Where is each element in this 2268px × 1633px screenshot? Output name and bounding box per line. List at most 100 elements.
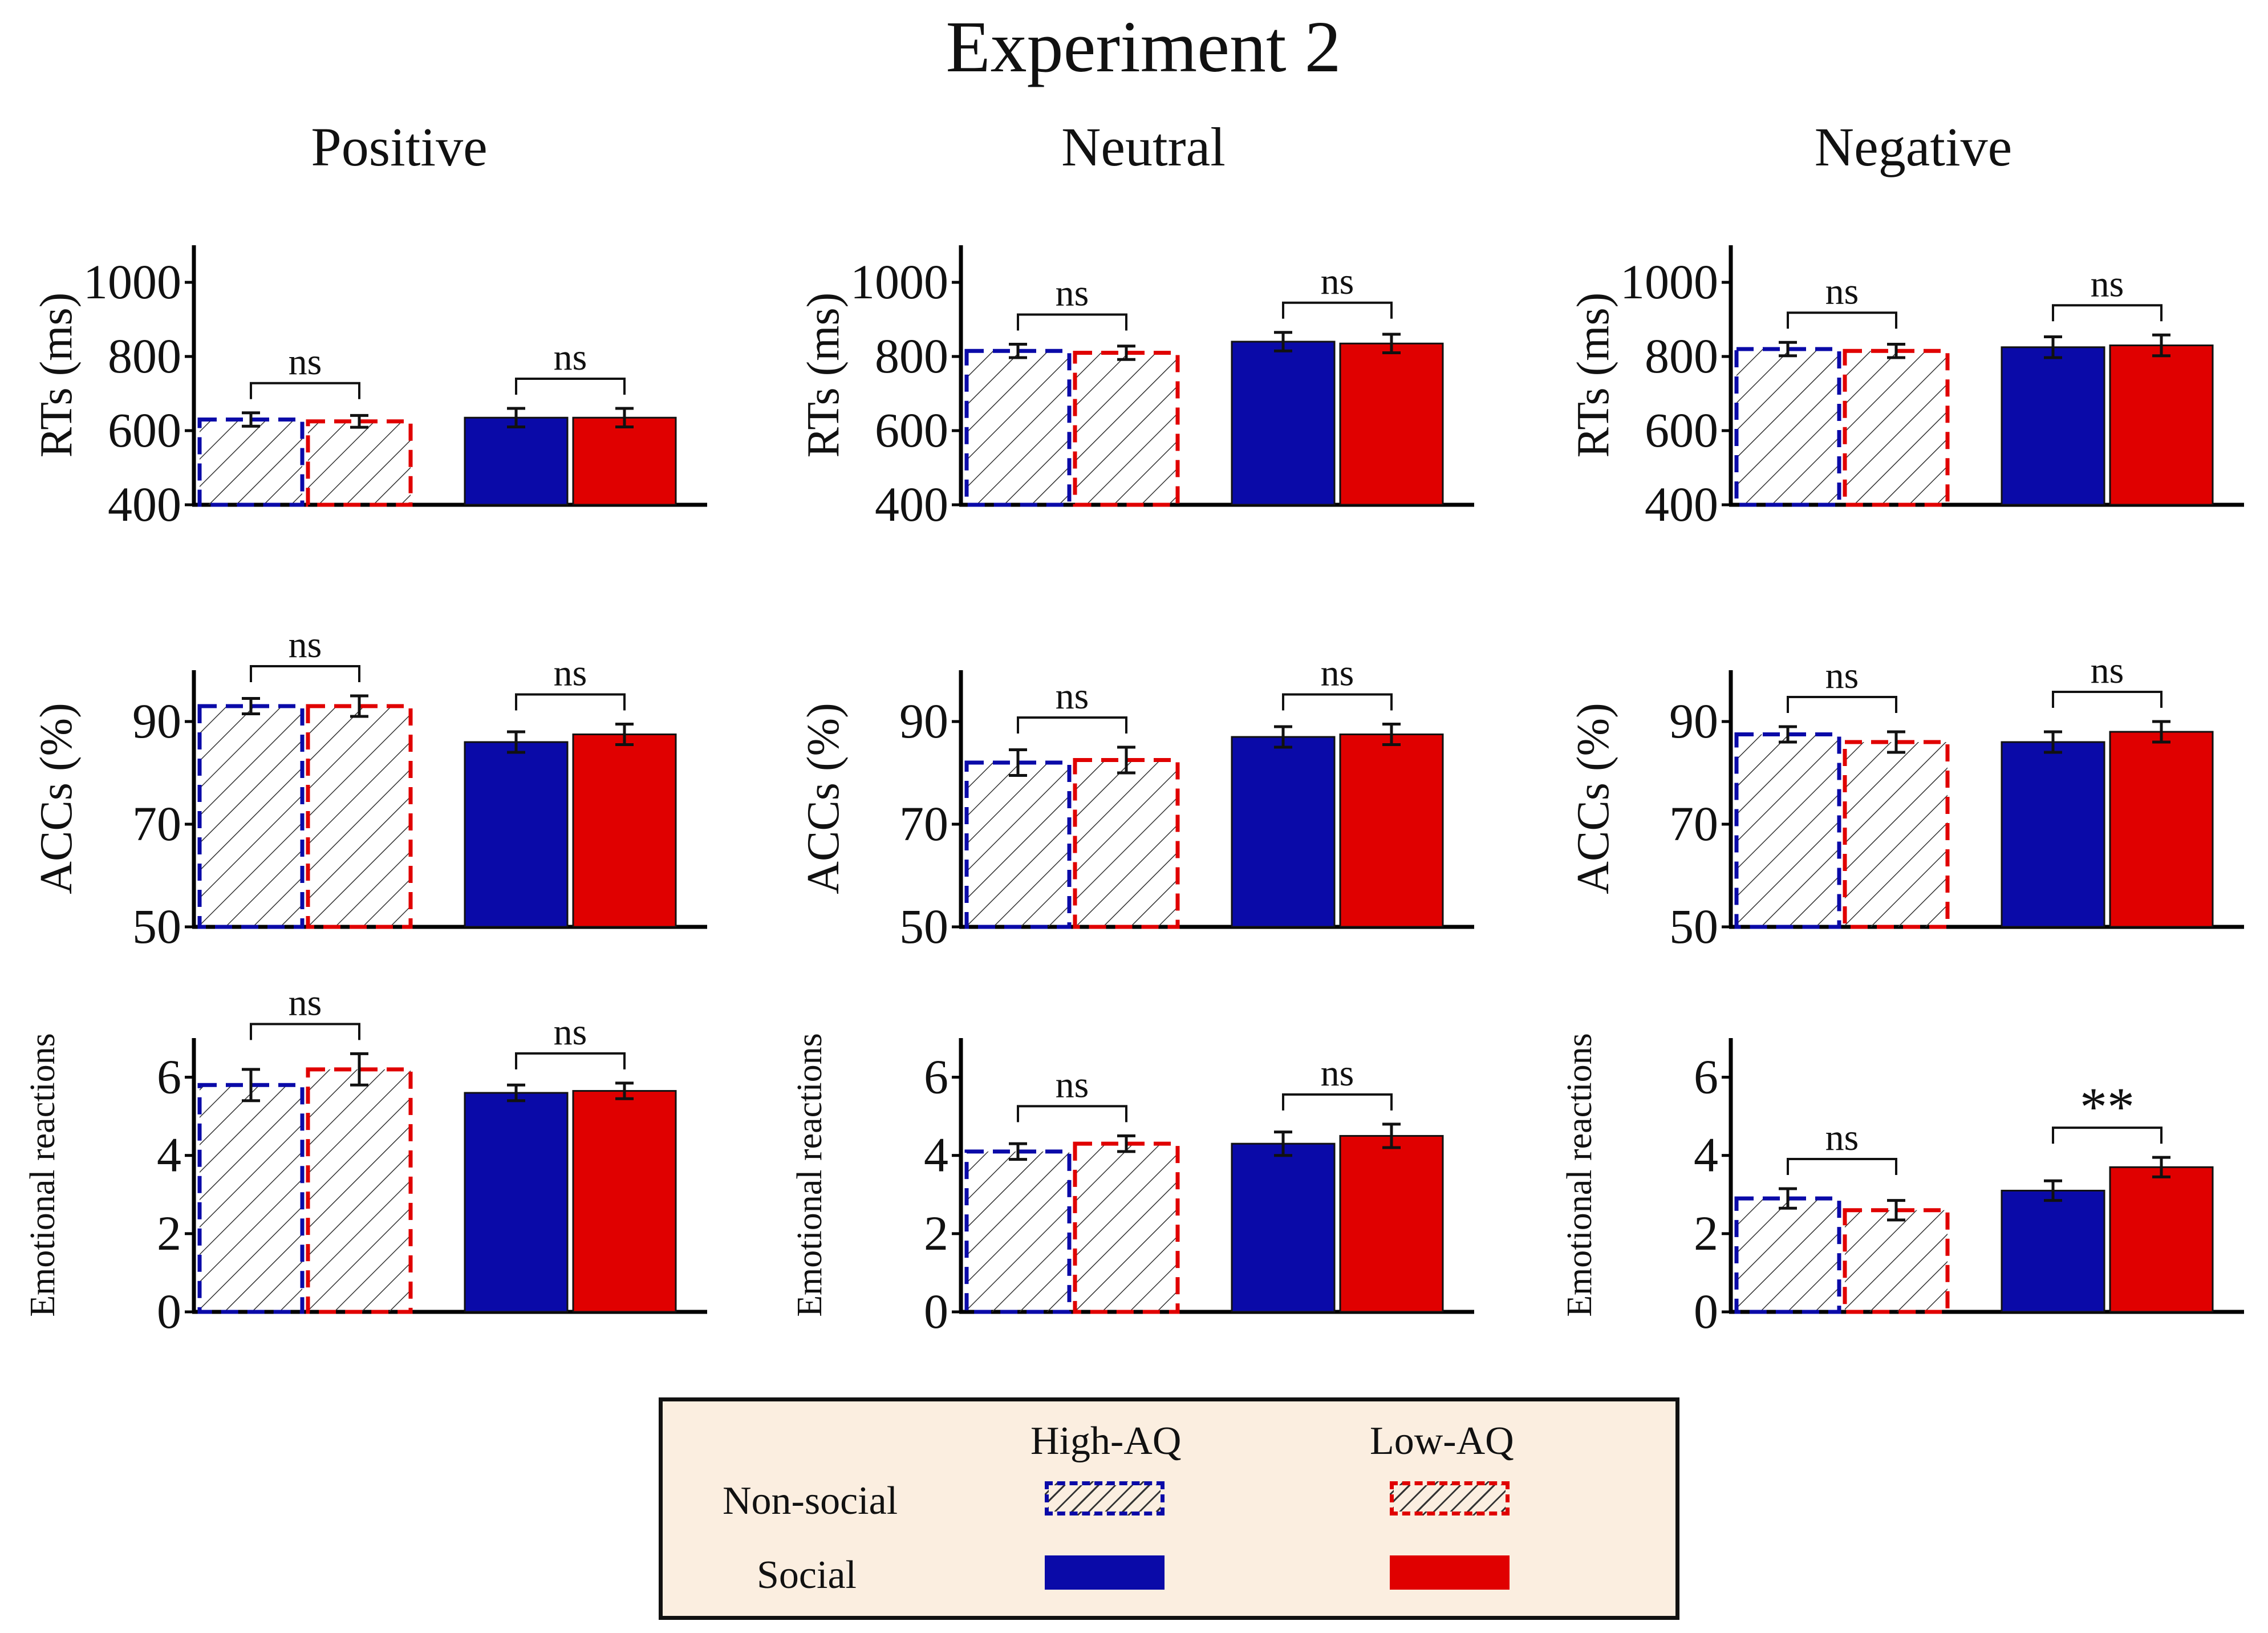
significance-bracket: ns: [1017, 273, 1127, 331]
error-bar: [507, 1083, 525, 1103]
significance-bracket: ns: [1787, 270, 1897, 329]
bar-nonsocial-high-aq: [1734, 1196, 1841, 1314]
significance-label: ns: [289, 341, 322, 383]
error-bar: [1382, 333, 1401, 354]
bar-social-low-aq: [1339, 1134, 1444, 1313]
y-tick-label: 6: [1694, 1050, 1718, 1104]
bar-nonsocial-low-aq: [306, 419, 413, 507]
bar-social-high-aq: [2001, 346, 2105, 506]
error-bar: [1887, 343, 1905, 359]
legend-row-non-social: Non-social: [723, 1479, 898, 1523]
error-bar: [1009, 343, 1027, 359]
error-bar: [350, 414, 368, 429]
error-bar: [1274, 725, 1292, 749]
y-axis-label: ACCs (%): [1568, 703, 1618, 894]
error-bar: [2044, 1179, 2062, 1202]
y-tick-label: 600: [108, 403, 181, 457]
bar-social-high-aq: [1231, 341, 1336, 506]
y-tick-label: 70: [1669, 796, 1718, 851]
bar-social-low-aq: [572, 416, 677, 506]
legend-row-social: Social: [757, 1553, 857, 1597]
y-tick-label: 600: [1645, 403, 1718, 457]
significance-bracket: ns: [1282, 1052, 1393, 1111]
y-tick-label: 90: [132, 694, 181, 748]
bar-nonsocial-low-aq: [1073, 1141, 1180, 1314]
y-tick-label: 90: [1669, 694, 1718, 748]
significance-label: ns: [1321, 653, 1354, 694]
error-bar: [242, 411, 260, 428]
significance-label: ns: [1825, 655, 1859, 696]
legend-swatch-low-aq-social: [1390, 1555, 1510, 1590]
error-bar: [507, 730, 525, 754]
significance-bracket: ns: [1282, 261, 1393, 319]
error-bar: [615, 723, 634, 746]
y-tick-label: 1000: [83, 254, 181, 309]
significance-label: ns: [289, 982, 322, 1023]
bar-social-high-aq: [1231, 1142, 1336, 1313]
y-tick-label: 800: [875, 329, 948, 383]
error-bar: [1382, 723, 1401, 746]
bar-social-low-aq: [1339, 342, 1444, 506]
bar-social-high-aq: [2001, 741, 2105, 928]
bar-nonsocial-high-aq: [1734, 347, 1841, 507]
y-tick-label: 4: [157, 1128, 181, 1182]
y-tick-label: 1000: [1620, 254, 1718, 309]
significance-label: ns: [1321, 1052, 1354, 1094]
significance-label: ns: [2091, 650, 2124, 691]
chart-panel-neutral-1: 50 70 90 ACCs (%) ns ns: [798, 653, 1474, 954]
y-tick-label: 50: [1669, 899, 1718, 954]
y-tick-label: 1000: [850, 254, 948, 309]
significance-bracket: ns: [1282, 653, 1393, 711]
y-tick-label: 70: [132, 796, 181, 851]
bar-nonsocial-low-aq: [1073, 758, 1180, 929]
y-tick-label: 0: [157, 1284, 181, 1339]
y-axis-label: Emotional reactions: [23, 1033, 62, 1317]
significance-bracket: ns: [250, 341, 360, 399]
column-title-neutral: Neutral: [1061, 116, 1226, 177]
significance-bracket: ns: [515, 337, 626, 395]
significance-label: ns: [554, 653, 587, 694]
y-tick-label: 2: [924, 1206, 948, 1261]
error-bar: [2152, 1156, 2170, 1178]
y-tick-label: 2: [1694, 1206, 1718, 1261]
error-bar: [242, 697, 260, 715]
y-tick-label: 70: [899, 796, 948, 851]
error-bar: [350, 694, 368, 718]
significance-bracket: ns: [1017, 1064, 1127, 1123]
bar-nonsocial-low-aq: [1843, 349, 1950, 507]
y-tick-label: 0: [924, 1284, 948, 1339]
bar-nonsocial-high-aq: [197, 418, 305, 507]
y-tick-label: 50: [132, 899, 181, 954]
bar-nonsocial-low-aq: [1073, 351, 1180, 507]
y-tick-label: 50: [899, 899, 948, 954]
significance-bracket: ns: [250, 624, 360, 682]
significance-label: **: [2080, 1076, 2135, 1137]
bar-social-low-aq: [572, 734, 677, 928]
bar-social-low-aq: [572, 1090, 677, 1313]
error-bar: [2152, 333, 2170, 358]
y-axis-label: Emotional reactions: [1560, 1033, 1599, 1317]
significance-bracket: ns: [2052, 263, 2162, 322]
y-tick-label: 6: [157, 1050, 181, 1104]
bar-social-high-aq: [2001, 1189, 2105, 1313]
error-bar: [1779, 725, 1797, 744]
y-tick-label: 400: [1645, 477, 1718, 532]
error-bar: [1779, 341, 1797, 358]
legend-swatch-low-aq-non-social: [1390, 1481, 1510, 1516]
y-tick-label: 4: [1694, 1128, 1718, 1182]
error-bar: [1009, 1142, 1027, 1161]
bar-social-high-aq: [1231, 736, 1336, 928]
y-axis-label: Emotional reactions: [790, 1033, 829, 1317]
y-tick-label: 600: [875, 403, 948, 457]
y-axis-label: ACCs (%): [31, 703, 82, 894]
y-tick-label: 6: [924, 1050, 948, 1104]
y-tick-label: 400: [108, 477, 181, 532]
significance-bracket: ns: [515, 1011, 626, 1069]
bar-nonsocial-high-aq: [964, 349, 1072, 507]
significance-label: ns: [1825, 270, 1859, 312]
significance-bracket: ns: [2052, 650, 2162, 708]
bar-social-low-aq: [2109, 731, 2214, 928]
significance-bracket: ns: [1787, 655, 1897, 713]
